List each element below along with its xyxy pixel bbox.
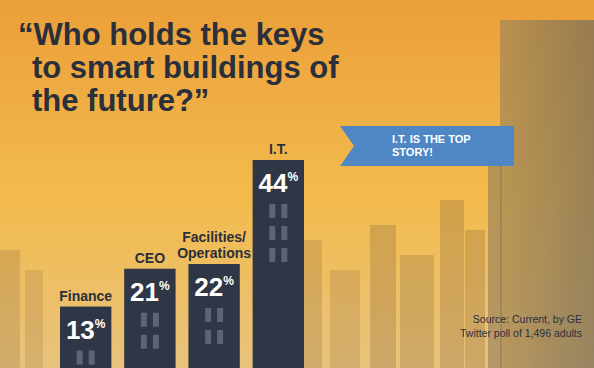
skyline-tower <box>0 250 20 368</box>
skyline <box>0 20 594 368</box>
title-line: “Who holds the keys <box>18 17 325 52</box>
chart: “Who holds the keysto smart buildings of… <box>0 0 594 368</box>
value-label-unit: % <box>223 274 234 288</box>
bar-window <box>269 204 275 218</box>
value-label-unit: % <box>287 170 298 184</box>
value-label-unit: % <box>95 317 106 331</box>
category-label-line: I.T. <box>269 141 288 157</box>
annotation: I.T. IS THE TOPSTORY! <box>340 126 514 166</box>
skyline-tower <box>330 270 360 368</box>
annotation-line: STORY! <box>392 146 433 158</box>
bar <box>253 160 304 368</box>
bar-window <box>217 308 223 322</box>
bar <box>188 264 239 368</box>
category-label: CEO <box>135 250 165 266</box>
value-label-number: 44 <box>259 168 288 198</box>
bar-window <box>141 335 147 349</box>
skyline-tower <box>440 200 464 368</box>
source: Source: Current, by GE Twitter poll of 1,… <box>460 313 582 339</box>
category-label-line: Operations <box>177 245 251 261</box>
skyline-tower <box>370 225 396 368</box>
bar-window <box>217 330 223 344</box>
value-label: 44% <box>259 168 299 198</box>
title-line: the future?” <box>32 83 209 118</box>
category-label: Finance <box>59 288 112 304</box>
bar-window <box>205 308 211 322</box>
bar-window <box>141 313 147 327</box>
value-label-number: 22 <box>194 272 223 302</box>
annotation-text: I.T. IS THE TOPSTORY! <box>392 133 471 158</box>
value-label: 22% <box>194 272 234 302</box>
labels: Finance13%CEO21%Facilities/Operations22%… <box>59 141 298 345</box>
skyline-tower <box>465 230 485 368</box>
bar-window <box>153 335 159 349</box>
bar-window <box>89 351 95 365</box>
bar-window <box>77 351 83 365</box>
bar-window <box>269 248 275 262</box>
skyline-tower <box>400 255 434 368</box>
value-label: 21% <box>130 277 170 307</box>
value-label-number: 13 <box>66 315 95 345</box>
skyline-tower <box>25 270 43 368</box>
category-label-line: Facilities/ <box>182 229 246 245</box>
background <box>0 0 594 368</box>
source-line: Source: Current, by GE <box>473 313 582 325</box>
value-label-unit: % <box>159 279 170 293</box>
bar <box>60 307 111 368</box>
category-label: Facilities/Operations <box>177 229 251 261</box>
category-label-line: CEO <box>135 250 165 266</box>
value-label: 13% <box>66 315 106 345</box>
category-label: I.T. <box>269 141 288 157</box>
title-line: to smart buildings of <box>32 50 339 85</box>
bar-window <box>281 248 287 262</box>
title: “Who holds the keysto smart buildings of… <box>18 17 339 118</box>
value-label-number: 21 <box>130 277 159 307</box>
bar-window <box>153 313 159 327</box>
bar-window <box>269 226 275 240</box>
bar-window <box>281 226 287 240</box>
source-line: Twitter poll of 1,496 adults <box>460 327 582 339</box>
annotation-line: I.T. IS THE TOP <box>392 133 471 145</box>
bars <box>60 160 304 368</box>
bar-window <box>281 204 287 218</box>
category-label-line: Finance <box>59 288 112 304</box>
bar-window <box>205 330 211 344</box>
bar <box>124 269 175 368</box>
annotation-ribbon <box>340 126 514 166</box>
